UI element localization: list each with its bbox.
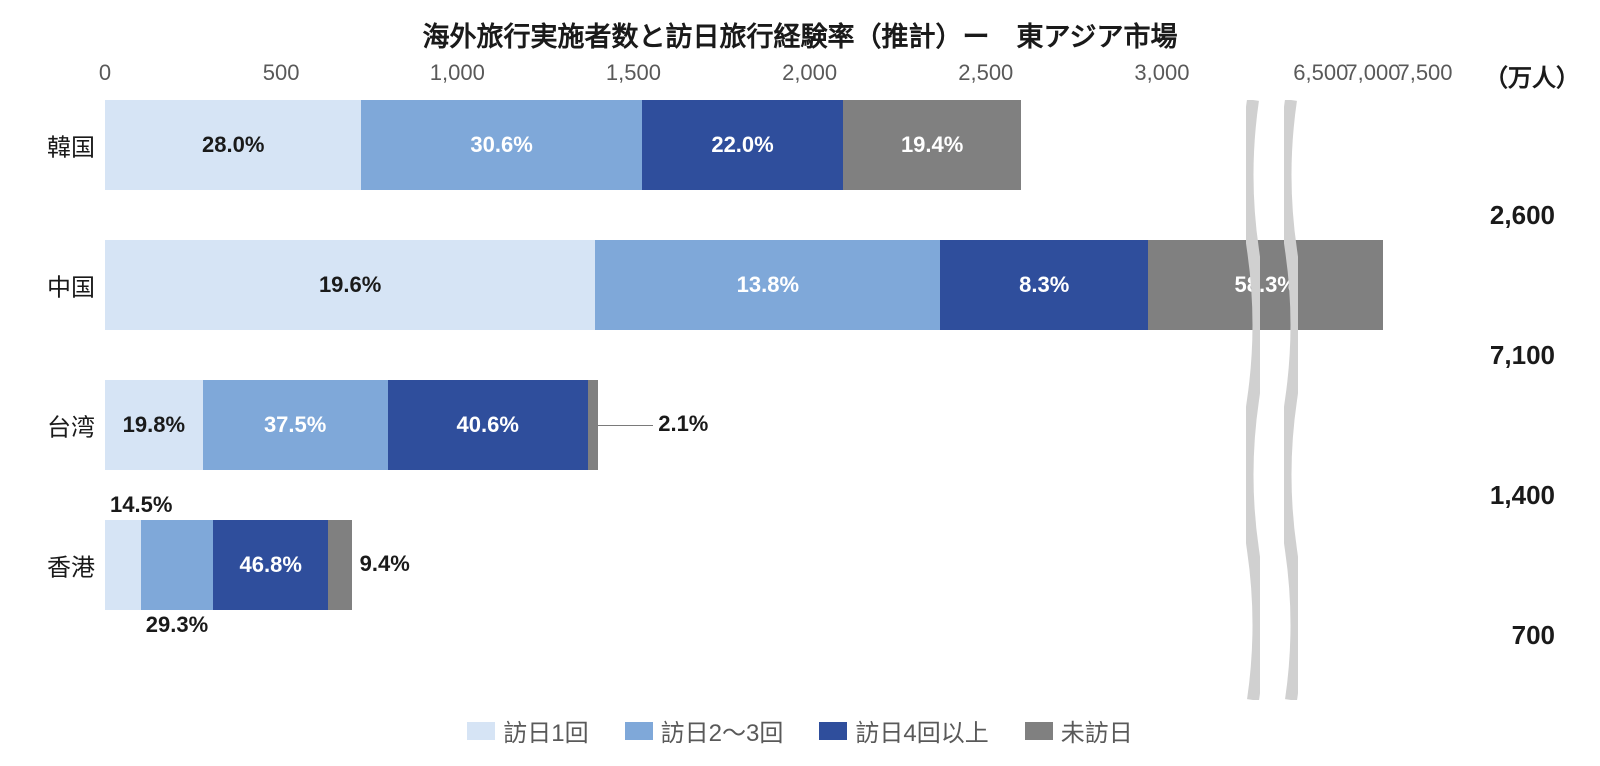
x-tick-label: 3,000 xyxy=(1134,60,1189,86)
category-total: 1,400 xyxy=(1405,480,1555,511)
bar-segment: 28.0% xyxy=(105,100,361,190)
bar-segment: 37.5% xyxy=(203,380,388,470)
category-total: 700 xyxy=(1405,620,1555,651)
legend-label: 訪日4回以上 xyxy=(855,713,988,748)
bar-segment: 40.6% xyxy=(388,380,588,470)
bar-segment xyxy=(328,520,351,610)
legend-item: 訪日4回以上 xyxy=(819,713,988,748)
category-total: 2,600 xyxy=(1405,200,1555,231)
legend-swatch xyxy=(1025,722,1053,740)
bar-segment: 19.6% xyxy=(105,240,595,330)
bar-segment: 19.4% xyxy=(843,100,1021,190)
bar-segment-label: 2.1% xyxy=(658,411,708,437)
bar-segment xyxy=(105,520,141,610)
callout-line xyxy=(598,425,653,426)
x-tick-label: 7,500 xyxy=(1397,60,1452,86)
unit-label: （万人） xyxy=(1484,58,1580,93)
bar-segment-label: 9.4% xyxy=(360,551,410,577)
legend-item: 未訪日 xyxy=(1025,713,1133,748)
legend-item: 訪日1回 xyxy=(467,713,588,748)
x-tick-label: 6,500 xyxy=(1293,60,1348,86)
bar-segment: 58.3% xyxy=(1148,240,1383,330)
x-tick-label: 2,500 xyxy=(958,60,1013,86)
bar-segment: 13.8% xyxy=(595,240,940,330)
bar-segment: 30.6% xyxy=(361,100,641,190)
chart-container: 海外旅行実施者数と訪日旅行経験率（推計）ー 東アジア市場 （万人） 0 500 1,… xyxy=(0,0,1600,766)
bar-segment: 22.0% xyxy=(642,100,844,190)
bar-segment: 19.8% xyxy=(105,380,203,470)
category-label: 香港 xyxy=(0,548,95,583)
legend-label: 訪日2～3回 xyxy=(661,713,784,748)
legend-item: 訪日2～3回 xyxy=(625,713,784,748)
legend-swatch xyxy=(467,722,495,740)
category-label: 台湾 xyxy=(0,408,95,443)
bar-segment: 8.3% xyxy=(940,240,1148,330)
legend-label: 未訪日 xyxy=(1061,713,1133,748)
bar-segment xyxy=(141,520,213,610)
bar-segment-label: 29.3% xyxy=(146,612,208,638)
x-tick-label: 7,000 xyxy=(1345,60,1400,86)
x-tick-label: 1,000 xyxy=(430,60,485,86)
x-tick-label: 0 xyxy=(99,60,111,86)
legend-swatch xyxy=(819,722,847,740)
legend: 訪日1回 訪日2～3回 訪日4回以上 未訪日 xyxy=(0,713,1600,748)
bar-segment-label: 14.5% xyxy=(110,492,172,518)
category-total: 7,100 xyxy=(1405,340,1555,371)
x-tick-label: 1,500 xyxy=(606,60,661,86)
chart-title: 海外旅行実施者数と訪日旅行経験率（推計）ー 東アジア市場 xyxy=(0,15,1600,54)
x-tick-label: 500 xyxy=(263,60,300,86)
bar-segment xyxy=(588,380,598,470)
legend-swatch xyxy=(625,722,653,740)
category-label: 中国 xyxy=(0,268,95,303)
legend-label: 訪日1回 xyxy=(503,713,588,748)
bar-segment: 46.8% xyxy=(213,520,328,610)
x-axis: 05001,0001,5002,0002,5003,0006,5007,0007… xyxy=(105,60,1425,90)
plot-area: 28.0%30.6%22.0%19.4% 19.6%13.8%8.3%58.3% 1… xyxy=(105,100,1425,660)
category-label: 韓国 xyxy=(0,128,95,163)
x-tick-label: 2,000 xyxy=(782,60,837,86)
